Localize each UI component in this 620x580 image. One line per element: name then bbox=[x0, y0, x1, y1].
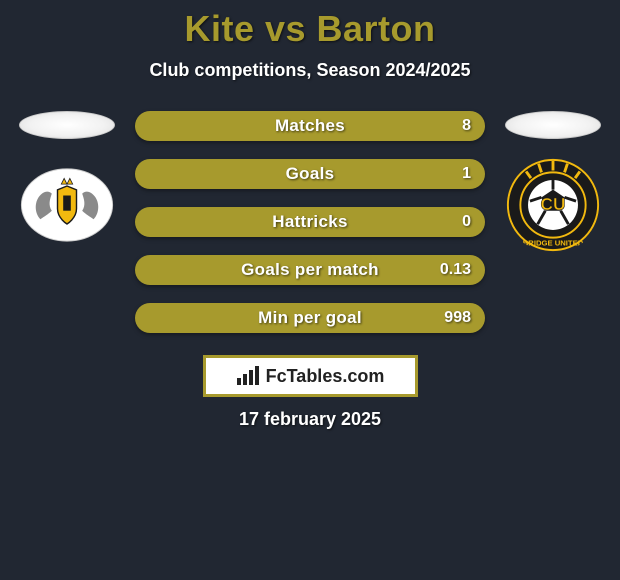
crest-monogram: CU bbox=[541, 194, 566, 214]
svg-text:BRIDGE UNITED: BRIDGE UNITED bbox=[523, 238, 584, 247]
player-photo-placeholder-right bbox=[505, 111, 601, 139]
left-club-crest bbox=[19, 157, 115, 253]
stat-label: Hattricks bbox=[272, 212, 347, 232]
stat-value: 8 bbox=[462, 117, 471, 135]
stat-label: Goals per match bbox=[241, 260, 379, 280]
date-text: 17 february 2025 bbox=[0, 409, 620, 430]
page-subtitle: Club competitions, Season 2024/2025 bbox=[0, 60, 620, 81]
right-side-column: BRIDGE UNITED CU bbox=[503, 109, 603, 253]
stat-label: Goals bbox=[286, 164, 335, 184]
brand-badge[interactable]: FcTables.com bbox=[203, 355, 418, 397]
stat-label: Matches bbox=[275, 116, 345, 136]
stat-value: 998 bbox=[444, 309, 471, 327]
stats-area: Matches 8 Goals 1 Hattricks 0 Goals per … bbox=[0, 109, 620, 333]
player-photo-placeholder-left bbox=[19, 111, 115, 139]
stat-bar-min-per-goal: Min per goal 998 bbox=[135, 303, 485, 333]
stat-value: 1 bbox=[462, 165, 471, 183]
crest-svg-right: BRIDGE UNITED CU bbox=[505, 157, 601, 253]
stat-bar-goals: Goals 1 bbox=[135, 159, 485, 189]
page-title: Kite vs Barton bbox=[0, 8, 620, 50]
stat-value: 0 bbox=[462, 213, 471, 231]
stat-value: 0.13 bbox=[440, 261, 471, 279]
crest-svg-left bbox=[19, 167, 115, 243]
stat-bars: Matches 8 Goals 1 Hattricks 0 Goals per … bbox=[135, 109, 485, 333]
right-club-crest: BRIDGE UNITED CU bbox=[505, 157, 601, 253]
stat-bar-goals-per-match: Goals per match 0.13 bbox=[135, 255, 485, 285]
stat-bar-matches: Matches 8 bbox=[135, 111, 485, 141]
left-side-column bbox=[17, 109, 117, 253]
stat-bar-hattricks: Hattricks 0 bbox=[135, 207, 485, 237]
bar-chart-icon bbox=[236, 366, 260, 386]
stat-label: Min per goal bbox=[258, 308, 362, 328]
brand-text: FcTables.com bbox=[266, 366, 385, 387]
comparison-card: Kite vs Barton Club competitions, Season… bbox=[0, 0, 620, 580]
